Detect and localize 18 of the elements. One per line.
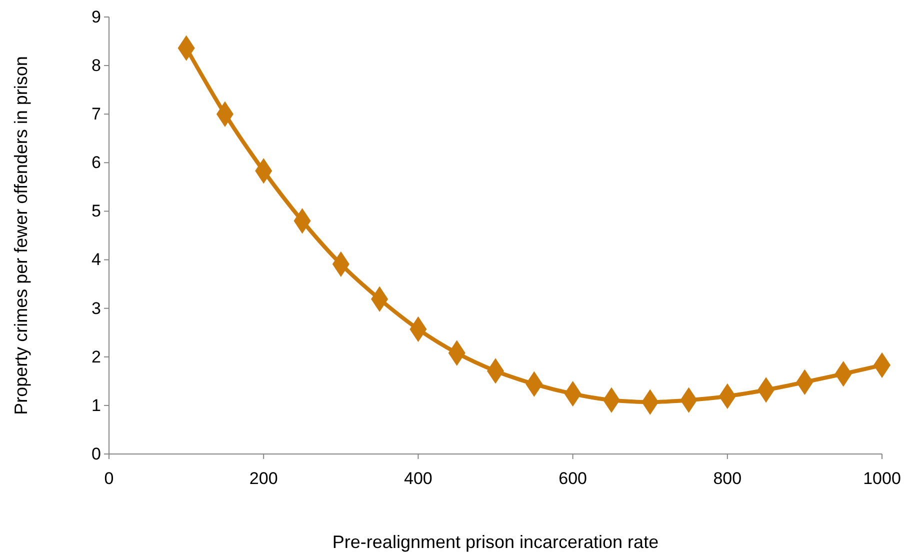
y-tick-label: 9 <box>92 7 101 26</box>
y-axis-title: Property crimes per fewer offenders in prison <box>11 56 31 415</box>
y-tick-label: 3 <box>92 298 101 318</box>
x-tick-label: 400 <box>404 469 432 488</box>
x-tick-label: 1000 <box>863 469 901 488</box>
y-tick-label: 4 <box>92 250 101 270</box>
y-tick-label: 7 <box>92 104 101 124</box>
y-tick-label: 6 <box>92 153 101 172</box>
x-axis-title: Pre-realignment prison incarceration rate <box>332 532 659 552</box>
x-tick-label: 800 <box>713 469 742 488</box>
y-tick-label: 8 <box>92 56 101 75</box>
y-tick-label: 1 <box>92 396 101 415</box>
y-tick-label: 2 <box>92 347 101 366</box>
x-tick-label: 0 <box>104 469 114 488</box>
x-tick-label: 600 <box>558 469 587 488</box>
x-tick-label: 200 <box>249 469 278 488</box>
y-tick-label: 5 <box>92 202 101 221</box>
y-tick-label: 0 <box>92 444 101 464</box>
